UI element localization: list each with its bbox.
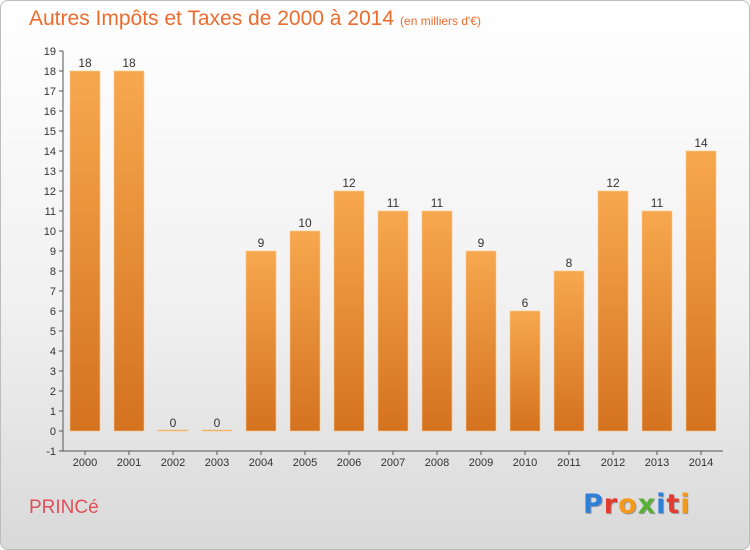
bar	[245, 250, 277, 432]
bar-value-label: 11	[387, 196, 400, 210]
bar-value-label: 11	[651, 196, 664, 210]
y-tick-label: 10	[44, 226, 56, 238]
y-tick-label: 17	[44, 86, 56, 98]
y-tick-label: 18	[44, 66, 56, 78]
bar	[597, 190, 629, 432]
x-tick-label: 2002	[161, 457, 185, 469]
x-tick-label: 2007	[381, 457, 405, 469]
x-tick-label: 2009	[469, 457, 493, 469]
y-tick-label: 3	[50, 366, 56, 378]
bar	[201, 429, 233, 432]
proxiti-logo: Proxiti	[583, 489, 691, 520]
y-tick-label: 15	[44, 126, 56, 138]
logo-letter: o	[618, 489, 638, 520]
bar-value-label: 18	[78, 56, 92, 70]
bar-value-label: 14	[694, 136, 708, 150]
bar-value-label: 10	[298, 216, 312, 230]
logo-letter: r	[603, 489, 619, 520]
bar-value-label: 9	[258, 236, 265, 250]
bar-value-label: 12	[606, 176, 620, 190]
y-tick-label: 11	[45, 206, 56, 218]
bar	[641, 210, 673, 432]
y-tick-label: 6	[50, 306, 56, 318]
logo-letter: t	[666, 489, 681, 520]
x-tick-label: 2000	[73, 457, 97, 469]
bar	[421, 210, 453, 432]
x-tick-label: 2006	[337, 457, 361, 469]
y-tick-label: 12	[44, 186, 56, 198]
chart-title-text: Autres Impôts et Taxes de 2000 à 2014	[29, 7, 395, 30]
x-tick-label: 2008	[425, 457, 449, 469]
y-tick-label: 13	[44, 166, 56, 178]
y-tick-label: 4	[50, 346, 56, 358]
y-tick-label: 1	[50, 406, 56, 418]
x-tick-label: 2010	[513, 457, 537, 469]
bar	[685, 150, 717, 432]
y-tick-label: 14	[44, 146, 56, 158]
bar-value-label: 11	[431, 196, 444, 210]
logo-letter: i	[680, 489, 691, 520]
y-tick-label: 0	[50, 426, 56, 438]
bar-value-label: 0	[170, 416, 177, 430]
x-tick-label: 2003	[205, 457, 229, 469]
logo-letter: x	[637, 489, 657, 520]
bar-value-label: 9	[478, 236, 485, 250]
chart-title: Autres Impôts et Taxes de 2000 à 2014 (en…	[29, 7, 481, 31]
bar	[113, 70, 145, 432]
logo-letter: P	[583, 489, 604, 520]
chart-unit: (en milliers d'€)	[400, 14, 482, 28]
x-tick-label: 2013	[645, 457, 669, 469]
bar	[157, 429, 189, 432]
bar	[509, 310, 541, 432]
place-name: PRINCé	[29, 497, 99, 518]
bar	[465, 250, 497, 432]
x-tick-label: 2001	[117, 457, 141, 469]
y-tick-label: 19	[44, 46, 56, 58]
y-tick-label: 8	[50, 266, 56, 278]
y-tick-label: 16	[44, 106, 56, 118]
x-tick-label: 2005	[293, 457, 317, 469]
bar	[377, 210, 409, 432]
x-tick-label: 2014	[689, 457, 713, 469]
bar-value-label: 12	[342, 176, 356, 190]
bar	[69, 70, 101, 432]
bar	[553, 270, 585, 432]
bar	[333, 190, 365, 432]
y-tick-label: 9	[50, 246, 56, 258]
bar	[289, 230, 321, 432]
bar-layer: 18 18 0 0 9 10 12 11 11 9 6 8 12 11 14	[69, 56, 717, 432]
y-tick-label: 7	[50, 286, 56, 298]
bar-value-label: 18	[122, 56, 136, 70]
y-tick-label: 2	[50, 386, 56, 398]
x-tick-label: 2011	[557, 457, 581, 469]
bar-value-label: 0	[214, 416, 221, 430]
bar-value-label: 6	[522, 296, 529, 310]
bar-value-label: 8	[566, 256, 573, 270]
y-tick-label: 5	[50, 326, 56, 338]
x-tick-label: 2004	[249, 457, 273, 469]
y-tick-label: -1	[46, 446, 56, 458]
logo-letter: i	[656, 489, 667, 520]
x-tick-label: 2012	[601, 457, 625, 469]
